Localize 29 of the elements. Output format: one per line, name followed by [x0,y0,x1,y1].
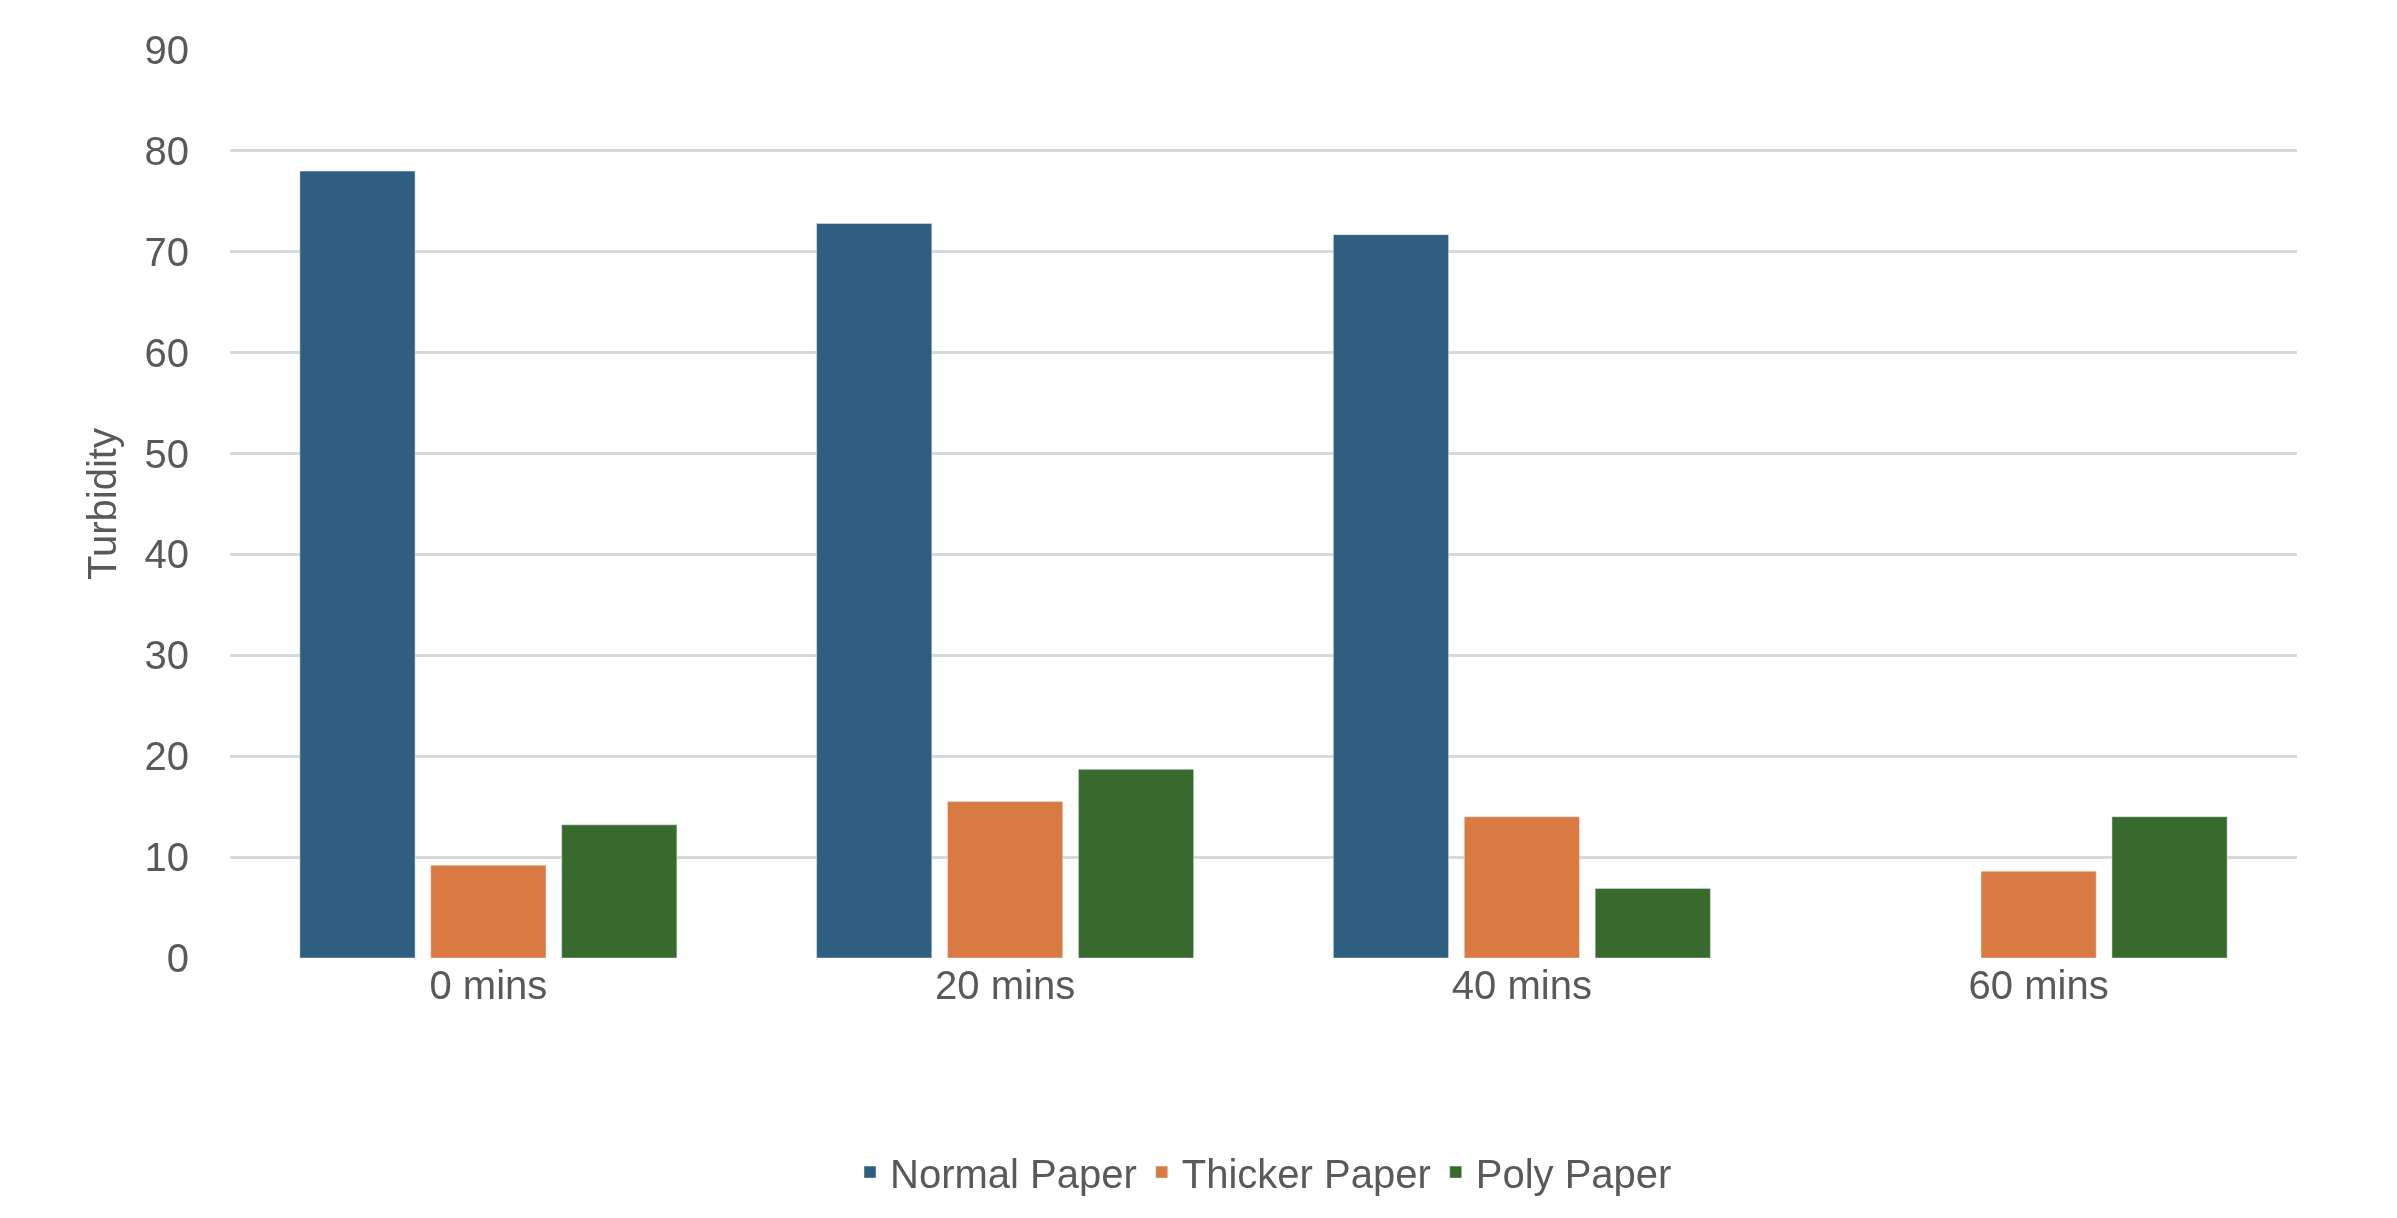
bar [1594,888,1711,958]
bar [1078,769,1194,958]
x-tick-label: 20 mins [935,963,1076,1007]
y-tick-label: 0 [166,936,189,980]
bar [1980,870,2097,958]
bar [1333,234,1449,958]
legend-label: Thicker Paper [1181,1151,1431,1196]
bar [299,170,416,958]
bar [561,824,678,958]
y-tick-label: 90 [144,28,189,72]
y-tick-label: 40 [144,532,189,577]
y-tick-label: 70 [144,229,189,274]
legend-label: Normal Paper [890,1151,1137,1196]
x-tick-label: 40 mins [1451,963,1592,1007]
bar [2111,816,2228,958]
bar [1464,816,1580,958]
y-tick-label: 80 [144,128,189,173]
y-tick-label: 60 [144,330,189,375]
y-tick-label: 50 [144,431,189,476]
legend-label: Poly Paper [1475,1151,1672,1196]
x-tick-label: 0 mins [429,963,548,1007]
bar [430,864,547,958]
y-axis-title: Turbidity [80,428,124,580]
y-tick-label: 30 [144,633,189,678]
x-tick-label: 60 mins [1968,963,2109,1007]
bar [816,223,933,958]
bar [947,801,1063,958]
y-tick-label: 20 [144,734,189,779]
y-tick-label: 10 [144,835,189,880]
